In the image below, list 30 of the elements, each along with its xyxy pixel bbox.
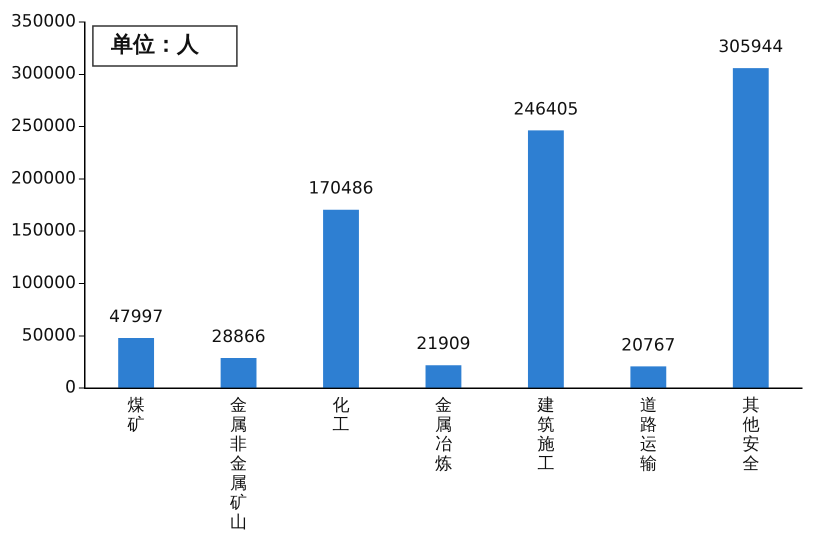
data-label: 170486	[308, 178, 374, 199]
y-tick-label: 0	[65, 378, 76, 398]
y-tick-label: 200000	[10, 168, 76, 188]
x-tick-label: 建筑施工	[536, 395, 554, 474]
x-tick-label: 金属冶炼	[434, 395, 452, 474]
bar	[426, 365, 462, 388]
bar	[118, 338, 154, 388]
bar	[528, 130, 564, 388]
bar	[323, 210, 359, 388]
y-tick-label: 300000	[10, 64, 76, 84]
data-label: 246405	[513, 99, 578, 120]
y-tick-label: 150000	[10, 220, 76, 241]
data-label: 20767	[621, 335, 676, 356]
x-tick-label: 金属非金属矿山	[229, 395, 248, 533]
x-tick-label: 道路运输	[640, 395, 657, 474]
y-tick-label: 50000	[22, 325, 76, 346]
bar	[732, 68, 769, 388]
x-tick-label: 煤矿	[126, 395, 145, 435]
x-tick-label: 化工	[332, 395, 350, 435]
data-label: 305944	[718, 37, 784, 58]
x-tick-label: 其他安全	[742, 395, 760, 474]
data-label: 21909	[416, 334, 470, 354]
data-label: 28866	[212, 326, 266, 347]
y-tick-label: 350000	[10, 11, 76, 32]
y-tick-label: 100000	[10, 272, 76, 293]
annotation: 单位：人	[110, 32, 200, 58]
bar	[630, 366, 666, 388]
data-label: 47997	[109, 306, 164, 327]
bar	[220, 358, 256, 388]
y-tick-label: 250000	[10, 116, 76, 136]
